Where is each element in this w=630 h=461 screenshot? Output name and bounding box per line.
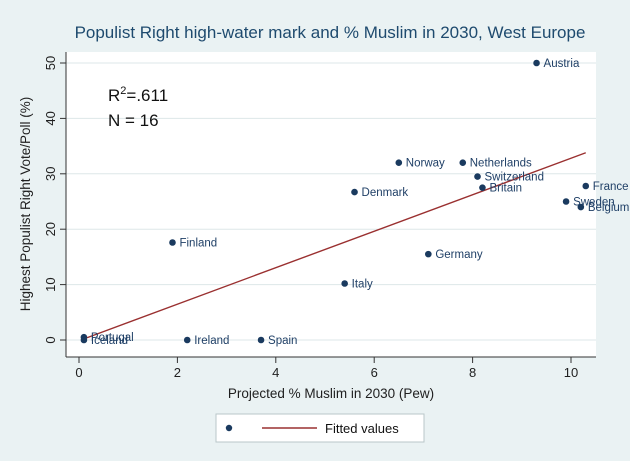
- data-point: [459, 159, 467, 167]
- data-point: [257, 336, 265, 344]
- plot-area: [66, 52, 596, 357]
- data-point: [533, 59, 540, 67]
- data-points: Austria Norway Netherlands SwitzerlandBrita…: [80, 58, 630, 347]
- legend-line-label: Fitted values: [325, 421, 399, 436]
- point-label: Germany: [435, 249, 483, 261]
- y-axis-title: Highest Populist Right Vote/Poll (%): [18, 97, 33, 312]
- point-label: Denmark: [362, 187, 409, 199]
- y-tick-label: 0: [43, 336, 58, 343]
- r-squared-base: R: [108, 86, 120, 105]
- point-label: Ireland: [194, 335, 229, 347]
- r-squared-superscript: 2: [120, 85, 126, 97]
- legend-box: [215, 413, 425, 443]
- r-squared-value: =.611: [126, 86, 168, 105]
- point-label: Austria: [544, 58, 580, 70]
- point-label: Norway: [406, 158, 445, 170]
- data-point: [169, 239, 176, 246]
- y-tick-label: 30: [43, 167, 58, 181]
- point-label: Belgium: [588, 202, 630, 214]
- point-label: Britain: [489, 183, 522, 195]
- x-axis-title: Projected % Muslim in 2030 (Pew): [228, 386, 434, 401]
- point-label: France: [593, 181, 629, 193]
- y-tick-label: 10: [43, 277, 58, 291]
- x-tick-label: 4: [272, 365, 279, 380]
- data-point: [425, 250, 432, 258]
- point-label: Spain: [268, 335, 297, 347]
- fitted-line: [83, 152, 587, 340]
- y-tick-label: 20: [43, 222, 58, 236]
- y-tick-label: 50: [43, 56, 58, 70]
- point-label: Portugal: [91, 332, 134, 344]
- y-tick-label: 40: [43, 111, 58, 125]
- point-label: Finland: [179, 237, 217, 249]
- chart-title: Populist Right high-water mark and % Mus…: [75, 23, 586, 42]
- x-tick-label: 0: [75, 365, 82, 380]
- data-point: [395, 159, 403, 167]
- data-point: [351, 188, 358, 196]
- data-point: [474, 173, 481, 180]
- n-label: N = 16: [108, 111, 159, 130]
- point-label: Switzerland: [485, 172, 544, 184]
- point-label: Iceland: [91, 335, 128, 347]
- point-label: Italy: [352, 278, 373, 290]
- x-tick-label: 10: [564, 365, 578, 380]
- point-label: Netherlands: [470, 158, 532, 170]
- data-point: [341, 280, 348, 287]
- x-tick-label: 6: [371, 365, 378, 380]
- x-tick-label: 8: [469, 365, 476, 380]
- data-point: [479, 184, 486, 191]
- data-point: [183, 336, 191, 344]
- y-axis-ticks: 0 10 20 30 40 50: [43, 56, 66, 344]
- data-point: [80, 336, 88, 344]
- x-axis-ticks: 0 2 4 6 8 10: [75, 357, 578, 380]
- data-point: [582, 182, 590, 190]
- legend-marker: [225, 424, 233, 432]
- data-point: [577, 203, 585, 211]
- x-tick-label: 2: [174, 365, 181, 380]
- data-point: [562, 198, 570, 205]
- r-squared-label: R2=.611: [108, 85, 168, 105]
- gridlines: [66, 62, 596, 341]
